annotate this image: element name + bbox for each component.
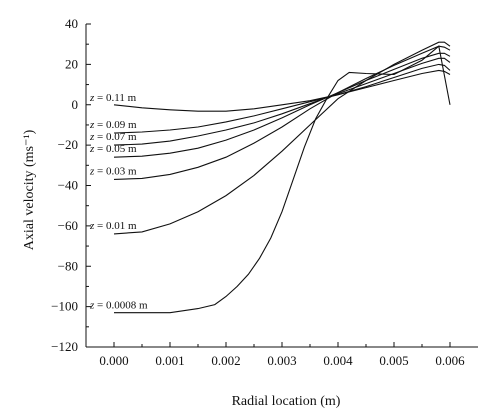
y-tick-label: −40 [58,178,78,193]
curve-label-value: = 0.05 m [94,143,137,155]
curve-label: z = 0.01 m [89,220,137,232]
curve-label-variable: z [89,143,95,155]
x-tick-label: 0.004 [323,353,353,368]
curve-label: z = 0.05 m [89,143,137,155]
axes: −120 −100 −80 −60 −40 −20 0 20 40 0.000 0.001 0.002… [51,16,478,368]
curve-label-variable: z [89,220,95,232]
curve-label: z = 0.07 m [89,131,137,143]
curve-label: z = 0.09 m [89,119,137,131]
x-tick-label: 0.002 [211,353,240,368]
x-tick-label: 0.003 [267,353,296,368]
curve-label-value: = 0.01 m [94,220,137,232]
series-line [113,52,451,158]
x-tick-label: 0.005 [379,353,408,368]
y-tick-label: −100 [51,299,78,314]
y-tick-label: −60 [58,218,78,233]
curve-label-value: = 0.09 m [94,119,137,131]
curve-label: z = 0.11 m [89,92,137,104]
curve-label-variable: z [89,165,95,177]
y-axis-title: Axial velocity (ms⁻¹) [22,129,37,250]
curve-label-value: = 0.0008 m [94,300,148,312]
y-tick-label: 40 [65,16,78,31]
curve-labels: z = 0.11 mz = 0.09 mz = 0.07 mz = 0.05 m… [89,92,148,312]
curve-label-value: = 0.03 m [94,165,137,177]
y-tick-label: −20 [58,137,78,152]
curve-label-variable: z [89,300,95,312]
y-tick-label: 0 [72,97,79,112]
curve-label: z = 0.0008 m [89,300,148,312]
series-line [113,41,451,235]
y-tick-label: −80 [58,258,78,273]
curves [113,41,451,314]
series-line [114,45,451,314]
x-tick-label: 0.000 [99,353,128,368]
x-axis-title: Radial location (m) [232,394,341,409]
curve-label-variable: z [89,92,95,104]
series-line [113,69,451,112]
curve-label-variable: z [89,131,95,143]
curve-label-variable: z [89,119,95,131]
y-tick-label: 20 [65,56,78,71]
series-line [113,57,451,146]
x-tick-label: 0.001 [155,353,184,368]
series-line [113,45,451,180]
y-tick-label: −120 [51,339,78,354]
curve-label-value: = 0.07 m [94,131,137,143]
curve-label-value: = 0.11 m [94,92,136,104]
x-tick-label: 0.006 [435,353,465,368]
series-line [113,63,451,134]
curve-label: z = 0.03 m [89,165,137,177]
